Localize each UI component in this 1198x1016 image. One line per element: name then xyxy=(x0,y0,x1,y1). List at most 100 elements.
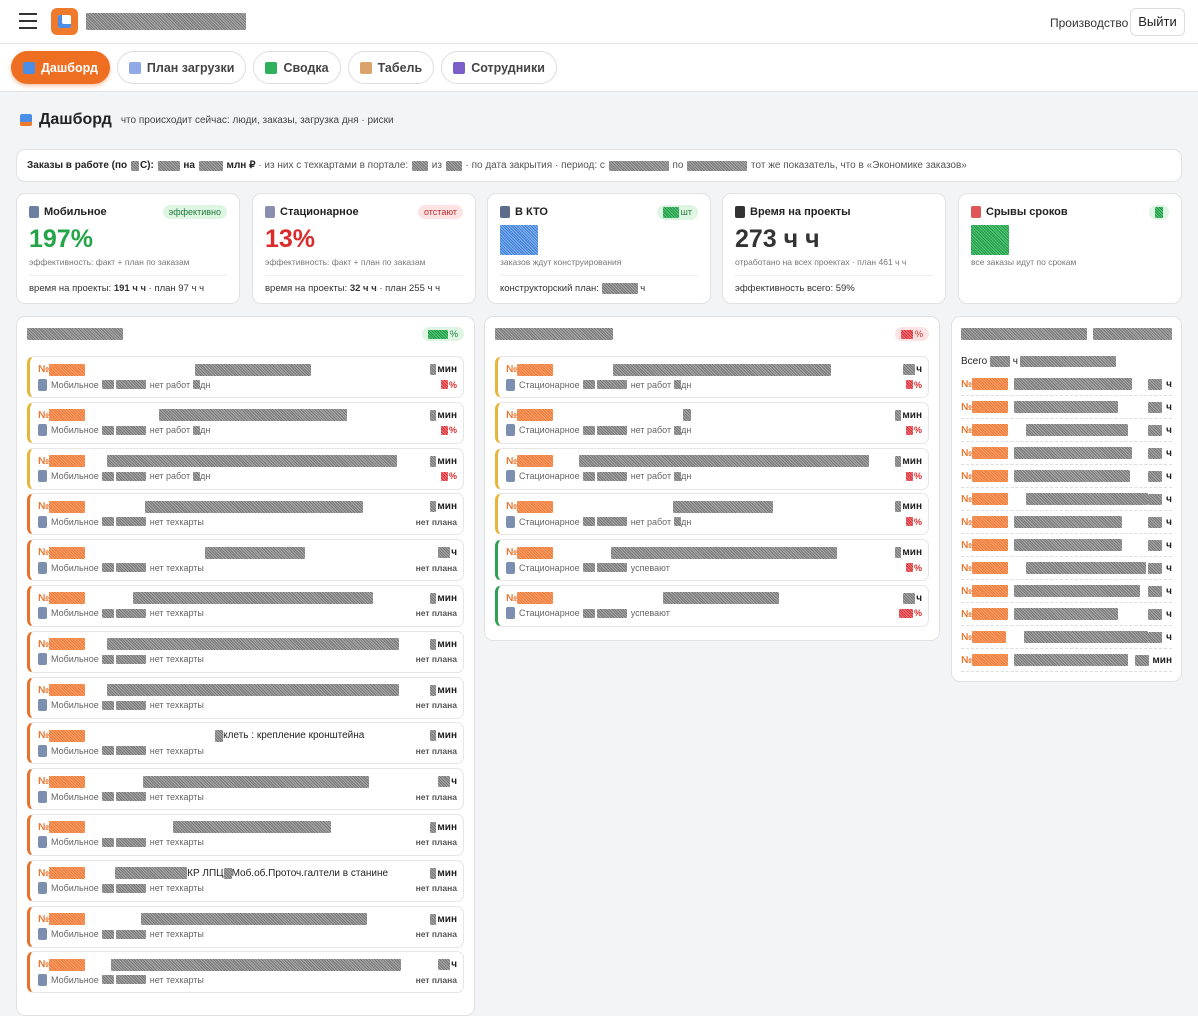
tab-bar: Дашборд План загрузки Сводка Табель Сотрудни… xyxy=(0,44,1198,92)
redacted xyxy=(159,409,348,422)
redacted xyxy=(445,160,462,171)
redacted xyxy=(49,363,86,376)
tab[interactable]: План загрузки xyxy=(116,51,247,84)
icon xyxy=(38,928,47,941)
item-plan: нет плана xyxy=(415,837,457,848)
order-item: № клеть : крепление кронштейна мин Мобильно… xyxy=(27,722,464,765)
redacted xyxy=(430,913,437,925)
item-title-row: № мин xyxy=(506,454,922,469)
redacted xyxy=(1014,401,1119,413)
tab[interactable]: Табель xyxy=(347,51,435,84)
redacted xyxy=(900,329,913,339)
item-percent: % xyxy=(440,425,457,435)
item-meta-row: Стационарное нет работ дн% xyxy=(506,469,922,484)
redacted xyxy=(1148,447,1163,459)
tab[interactable]: Дашборд xyxy=(11,51,110,84)
order-item: № мин Мобильное нет работ дн% xyxy=(27,401,464,444)
tab[interactable]: Сводка xyxy=(253,51,341,84)
redacted xyxy=(49,546,86,559)
redacted xyxy=(173,821,332,834)
redacted xyxy=(115,929,146,939)
redacted xyxy=(898,608,913,618)
card-badge: отстают xyxy=(417,205,463,219)
item-title-row: № ч xyxy=(506,362,922,377)
item-time: мин xyxy=(430,821,457,833)
redacted xyxy=(972,424,1009,436)
item-plan: нет плана xyxy=(415,562,457,573)
redacted xyxy=(101,975,114,985)
redacted xyxy=(1026,424,1129,436)
redacted xyxy=(905,517,913,527)
redacted xyxy=(111,958,402,971)
order-item: № ч Мобильное нет техкарты нет плана xyxy=(27,539,464,582)
item-unit: мин xyxy=(437,867,457,879)
info-text: С): xyxy=(139,160,157,171)
tab[interactable]: Сотрудники xyxy=(441,51,557,84)
icon xyxy=(265,61,278,74)
item-time: мин xyxy=(430,867,457,879)
redacted xyxy=(972,585,1009,597)
tab-label: Сводка xyxy=(283,60,329,75)
redacted xyxy=(430,684,437,696)
card-title: Мобильное xyxy=(44,206,107,218)
redacted xyxy=(596,425,627,435)
percent-sign: % xyxy=(913,425,922,436)
redacted xyxy=(972,608,1009,620)
icon xyxy=(38,424,47,437)
order-number: № xyxy=(38,364,50,375)
item-meta-row: Мобильное нет работ дн% xyxy=(38,423,457,438)
redacted xyxy=(49,455,86,468)
item-percent: % xyxy=(440,471,457,481)
redacted xyxy=(1014,516,1123,528)
redacted xyxy=(115,380,146,389)
redacted xyxy=(107,684,400,697)
order-number: № xyxy=(961,493,973,505)
row-time: ч xyxy=(1148,608,1172,620)
icon xyxy=(506,424,515,437)
info-text: по xyxy=(669,160,687,171)
item-status: нет работ xyxy=(149,425,191,436)
redacted xyxy=(49,638,86,651)
redacted xyxy=(1148,401,1163,413)
order-item: № мин Мобильное нет техкарты нет плана xyxy=(27,813,464,856)
item-days: дн xyxy=(200,425,211,436)
icon xyxy=(506,470,515,483)
tab-label: Дашборд xyxy=(41,60,98,75)
card-caption: заказов ждут конструирования xyxy=(500,257,622,267)
item-dept: Мобильное xyxy=(51,379,99,390)
info-text: тот же показатель, что в «Экономике зака… xyxy=(748,160,967,171)
redacted xyxy=(157,160,180,171)
redacted xyxy=(1148,585,1163,597)
item-time: мин xyxy=(430,501,457,513)
workload-row: № ч xyxy=(961,511,1172,534)
menu-button[interactable] xyxy=(19,13,37,29)
redacted xyxy=(115,425,146,435)
card-value xyxy=(971,225,1169,256)
item-percent: % xyxy=(905,517,922,527)
order-number: № xyxy=(38,684,50,696)
item-status: нет техкарты xyxy=(149,745,204,756)
redacted xyxy=(49,913,86,926)
redacted xyxy=(101,471,114,481)
redacted xyxy=(596,380,627,389)
icon xyxy=(38,561,47,574)
logout-button[interactable]: Выйти xyxy=(1130,8,1185,36)
redacted xyxy=(903,364,916,375)
item-status: нет работ xyxy=(149,379,191,390)
order-number: № xyxy=(38,776,50,788)
item-days: дн xyxy=(681,379,692,390)
redacted xyxy=(430,409,437,421)
workload-row: № ч xyxy=(961,603,1172,626)
redacted xyxy=(582,425,595,435)
redacted xyxy=(1014,608,1119,620)
footer-label: эффективность всего: 59% xyxy=(735,283,855,294)
redacted xyxy=(101,883,114,893)
redacted xyxy=(115,654,146,664)
item-unit: мин xyxy=(437,592,457,604)
redacted xyxy=(972,470,1009,482)
order-number: № xyxy=(506,455,518,467)
footer-label: конструкторский план: xyxy=(500,283,602,295)
redacted xyxy=(115,517,146,527)
redacted xyxy=(1148,539,1163,551)
workload-row: № ч xyxy=(961,488,1172,511)
